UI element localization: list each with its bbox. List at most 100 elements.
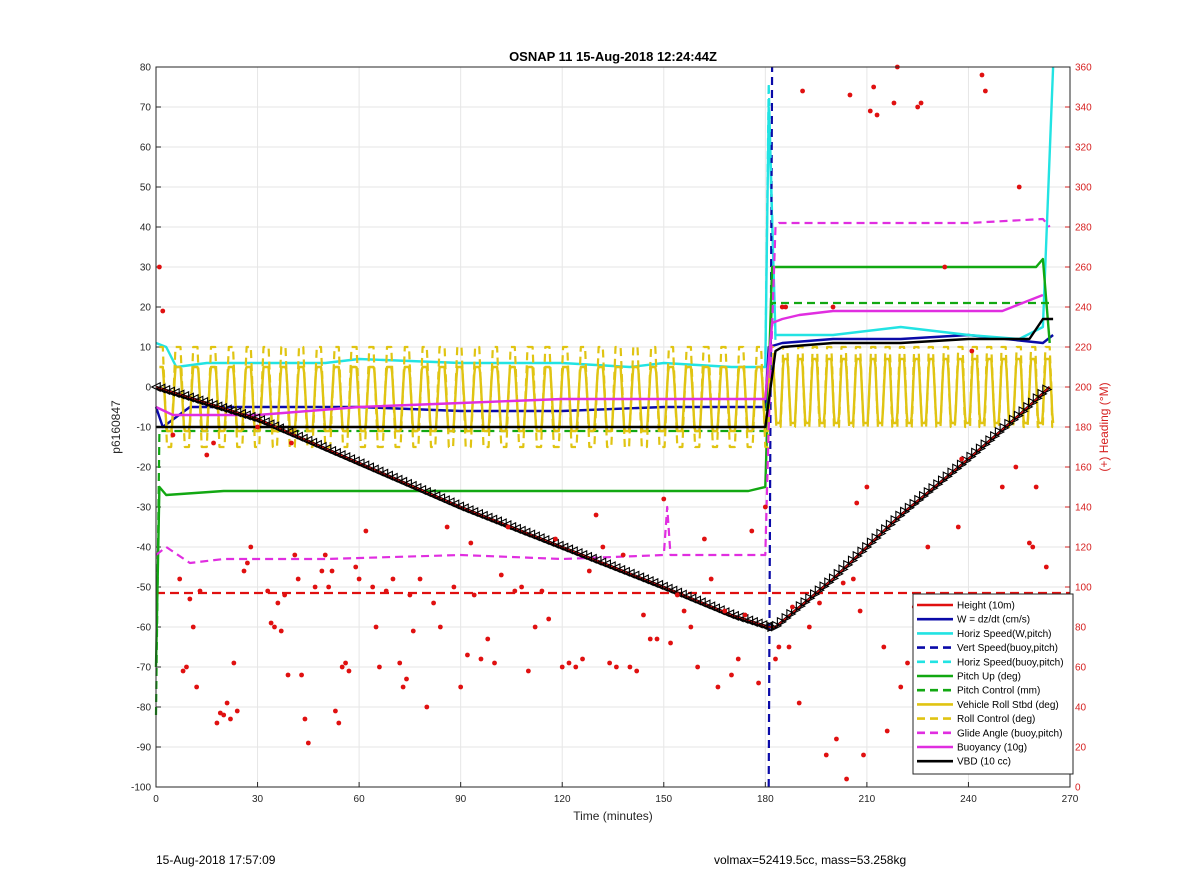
heading-point [1043,564,1049,570]
heading-point [204,452,210,458]
y2-tick-label: 280 [1075,223,1092,234]
y-tick-label: 40 [140,223,152,234]
heading-point [735,656,741,662]
heading-point [661,496,667,502]
heading-point [400,684,406,690]
heading-point [593,512,599,518]
y-tick-label: -60 [137,623,152,634]
x-tick-label: 270 [1062,794,1079,805]
series-line-9 [155,217,1051,565]
heading-point [559,664,565,670]
y-tick-label: -30 [137,503,152,514]
legend-entry: Glide Angle (buoy,pitch) [957,728,1062,739]
heading-point [834,736,839,742]
heading-point [881,644,887,650]
y2-tick-label: 100 [1075,583,1092,594]
y2-tick-label: 80 [1075,623,1087,634]
heading-point [451,584,457,590]
heading-point [532,624,538,630]
heading-point [756,680,761,686]
heading-point [519,584,524,590]
heading-point [339,664,345,670]
heading-point [224,700,230,706]
heading-point [471,592,477,598]
x-tick-label: 210 [859,794,876,805]
y2-tick-label: 180 [1075,423,1092,434]
x-tick-label: 150 [655,794,672,805]
heading-point [160,308,166,314]
y-tick-label: 60 [140,143,152,154]
heading-point [492,660,497,666]
heading-point [346,668,352,674]
heading-point [329,568,335,574]
footer-timestamp: 15-Aug-2018 17:57:09 [156,853,276,867]
heading-point [197,588,203,594]
heading-point [850,576,856,582]
x-tick-label: 120 [554,794,571,805]
heading-point [942,264,948,270]
heading-point [302,716,308,722]
heading-point [180,668,186,674]
heading-point [786,644,792,650]
heading-point [465,652,470,658]
y-tick-label: -40 [137,543,152,554]
heading-point [498,572,504,578]
y2-tick-label: 360 [1075,63,1092,74]
legend-entry: Vert Speed(buoy,pitch) [957,643,1058,654]
heading-point [458,684,464,690]
y2-tick-label: 200 [1075,383,1092,394]
heading-point [417,576,423,582]
heading-point [278,628,284,634]
legend-entry: Roll Control (deg) [957,714,1035,725]
heading-point [370,584,376,590]
heading-point [319,568,325,574]
heading-point [806,624,812,630]
y2-tick-label: 260 [1075,263,1092,274]
heading-point [641,612,646,618]
y-tick-label: -100 [131,783,151,794]
legend-entry: Pitch Control (mm) [957,686,1040,697]
y2-tick-label: 20 [1075,743,1087,754]
legend-box [912,593,1074,775]
y2-tick-label: 120 [1075,543,1092,554]
heading-point [959,456,965,462]
heading-point [708,576,714,582]
heading-point [407,592,413,598]
heading-point [861,752,866,758]
heading-point [702,536,707,542]
heading-point [478,656,484,662]
legend-entry: Vehicle Roll Stbd (deg) [957,700,1059,711]
heading-point [336,720,342,726]
heading-point [156,264,162,270]
heading-point [695,664,701,670]
heading-point [955,524,961,530]
heading-point [1016,184,1022,190]
heading-point [715,684,721,690]
series-line-2 [155,66,1055,369]
y2-tick-label: 340 [1075,103,1092,114]
heading-point [607,660,613,666]
heading-point [485,636,491,642]
y-tick-label: -70 [137,663,152,674]
heading-point [654,636,660,642]
heading-point [187,596,193,602]
legend: Height (10m) W = dz/dt (cm/s) Horiz Speed(… [912,593,1074,775]
x-tick-label: 240 [960,794,977,805]
heading-point [289,440,294,446]
heading-point [265,588,271,594]
series-line-3 [767,66,774,788]
heading-point [190,624,196,630]
heading-point [647,636,653,642]
heading-point [363,528,369,534]
heading-point [241,568,247,574]
legend-entry: Pitch Up (deg) [957,672,1021,683]
heading-point [864,484,870,490]
series-line-11 [156,317,1054,429]
heading-point [722,608,728,614]
legend-entry: Horiz Speed(W,pitch) [957,629,1051,640]
heading-point [620,552,626,558]
heading-point [255,424,260,430]
heading-point [424,704,430,710]
y-tick-label: 0 [145,383,151,394]
